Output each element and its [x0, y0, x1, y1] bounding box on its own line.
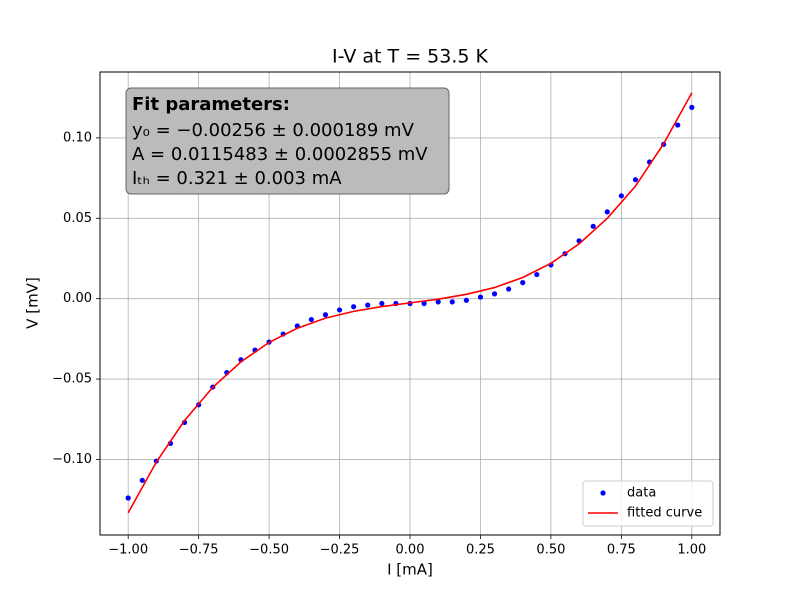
data-point	[463, 297, 469, 303]
y-axis-label: V [mV]	[24, 277, 42, 329]
chart-title: I-V at T = 53.5 K	[332, 46, 488, 68]
x-tick-label: 0.00	[396, 543, 425, 558]
data-point	[506, 286, 512, 292]
fit-line	[127, 92, 693, 514]
data-point	[689, 104, 695, 110]
annotation-box	[125, 87, 450, 195]
legend-label: data	[627, 486, 656, 501]
data-point	[421, 300, 427, 307]
annotation-line: A = 0.0115483 ± 0.0002855 mV	[132, 144, 428, 165]
data-point	[675, 122, 681, 128]
x-tick-label: 0.25	[466, 543, 495, 558]
data-point	[534, 271, 540, 278]
data-point	[632, 177, 639, 183]
data-point	[520, 280, 526, 286]
data-point	[125, 495, 131, 501]
data-point	[491, 291, 498, 297]
x-tick-label: −0.25	[320, 543, 360, 558]
annotation-heading: Fit parameters:	[132, 94, 290, 115]
data-point	[590, 223, 596, 229]
y-tick-label: 0.10	[63, 130, 92, 145]
y-tick-label: −0.05	[52, 372, 92, 387]
y-tick-label: 0.05	[63, 211, 92, 226]
data-point	[435, 299, 441, 305]
data-point	[308, 316, 314, 323]
data-point	[604, 209, 610, 215]
x-tick-label: −0.75	[179, 543, 219, 558]
annotation-line: y₀ = −0.00256 ± 0.000189 mV	[132, 120, 415, 141]
legend-label: fitted curve	[627, 506, 702, 521]
data-point	[139, 477, 145, 483]
x-tick-label: 1.00	[677, 543, 706, 558]
data-point	[379, 300, 385, 307]
data-point	[351, 304, 357, 310]
x-axis-label: I [mA]	[387, 561, 433, 579]
data-point	[449, 299, 455, 305]
y-tick-label: 0.00	[63, 291, 92, 306]
data-point	[336, 307, 343, 313]
axes-frame	[99, 71, 721, 536]
data-point	[322, 312, 329, 318]
data-point	[477, 294, 484, 300]
x-tick-label: −0.50	[249, 543, 289, 558]
data-point	[365, 302, 371, 308]
plot-area: −1.00 −0.75 −0.50 −0.25 0.00 0.25 0.50 0.75 1.00…	[52, 71, 721, 558]
legend-marker	[600, 490, 606, 496]
x-tick-label: 0.75	[607, 543, 636, 558]
x-tick-label: −1.00	[108, 543, 148, 558]
annotation-line: Iₜₕ = 0.321 ± 0.003 mA	[132, 168, 342, 189]
data-point	[618, 193, 624, 199]
y-tick-label: −0.10	[52, 452, 92, 467]
legend-box	[582, 480, 714, 527]
x-tick-label: 0.50	[536, 543, 565, 558]
